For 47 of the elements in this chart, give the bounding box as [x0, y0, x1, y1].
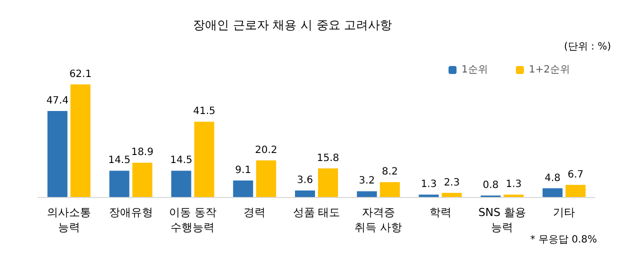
legend-label: 1+2순위 — [528, 64, 570, 76]
bar — [295, 190, 315, 197]
data-label: 14.5 — [108, 155, 130, 166]
bar — [233, 180, 254, 197]
bar — [442, 192, 462, 197]
bar — [109, 170, 130, 197]
data-label: 3.2 — [358, 176, 375, 187]
data-label: 62.1 — [69, 68, 92, 80]
bar — [171, 170, 192, 197]
data-label: 9.1 — [235, 164, 252, 176]
chart-subtitle: (단위 : %) — [564, 42, 612, 52]
x-tick-label: 자격증 취득 사항 — [354, 206, 402, 234]
data-label: 15.8 — [316, 152, 340, 164]
bar — [380, 182, 400, 197]
bar — [356, 191, 377, 197]
data-label: 8.2 — [382, 166, 398, 178]
data-label: 0.8 — [482, 180, 499, 192]
data-label: 2.3 — [444, 177, 460, 188]
x-tick-label: 학력 — [429, 206, 452, 219]
x-tick-label: 경력 — [244, 206, 266, 219]
bar — [318, 168, 338, 197]
bar — [256, 160, 276, 197]
x-tick-label: 기타 — [553, 206, 576, 219]
data-label: 47.4 — [46, 96, 69, 107]
x-tick-label: SNS 활용 능력 — [478, 206, 526, 234]
data-label: 1.3 — [420, 179, 437, 190]
data-label: 18.9 — [131, 147, 154, 158]
data-label: 3.6 — [297, 174, 313, 186]
legend-label: 1순위 — [462, 64, 488, 76]
x-tick-label: 장애유형 — [108, 206, 153, 219]
x-tick-label: 성품 태도 — [292, 206, 340, 219]
bar — [70, 84, 90, 197]
data-label: 1.3 — [506, 179, 522, 190]
x-tick-label: 이동 동작 수행능력 — [168, 206, 216, 234]
bar — [566, 184, 586, 197]
data-label: 14.5 — [170, 155, 192, 166]
bar — [132, 162, 152, 197]
x-tick-label: 의사소통 능력 — [46, 206, 91, 234]
data-label: 41.5 — [193, 106, 216, 118]
bar — [47, 111, 68, 197]
data-label: 20.2 — [254, 144, 278, 156]
bar — [194, 122, 214, 197]
bar — [542, 188, 563, 197]
chart-title: 장애인 근로자 채용 시 중요 고려사항 — [193, 18, 392, 32]
text: * 무응답 0.8% — [530, 234, 598, 246]
data-label: 4.8 — [544, 172, 561, 184]
data-label: 6.7 — [568, 169, 584, 180]
